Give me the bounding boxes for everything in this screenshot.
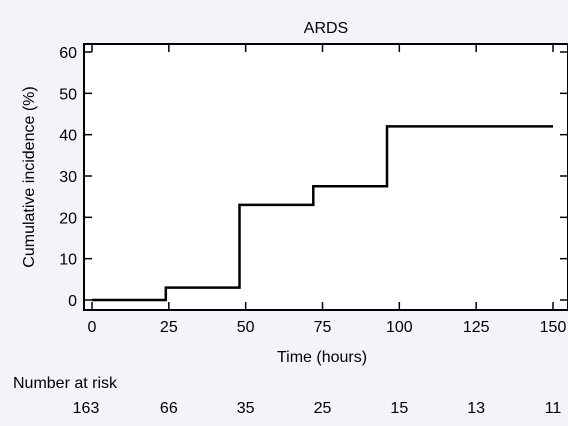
x-tick-label: 75 (314, 319, 332, 336)
risk-count: 11 (545, 400, 562, 417)
axis-ticks: 0 25 50 75 100 125 150 0 10 20 30 40 50 60 (59, 44, 568, 336)
y-tick-label: 40 (59, 128, 77, 145)
x-tick-label: 50 (237, 319, 255, 336)
y-tick-label: 30 (59, 169, 77, 186)
x-tick-label: 25 (160, 319, 178, 336)
y-tick-label: 10 (59, 252, 77, 269)
y-tick-label: 20 (59, 210, 77, 227)
risk-count: 66 (160, 400, 178, 417)
risk-count: 25 (314, 400, 332, 417)
y-tick-label: 0 (68, 293, 77, 310)
chart-title: ARDS (304, 20, 348, 37)
risk-table-label: Number at risk (13, 375, 118, 392)
y-tick-label: 60 (59, 45, 77, 62)
cumulative-incidence-line (92, 125, 553, 302)
risk-count: 35 (237, 400, 255, 417)
y-axis-label: Cumulative incidence (%) (21, 86, 38, 267)
y-tick-label: 50 (59, 86, 77, 103)
x-tick-label: 0 (88, 319, 97, 336)
risk-count: 15 (390, 400, 408, 417)
risk-count: 163 (73, 400, 100, 417)
risk-count: 13 (467, 400, 485, 417)
x-tick-label: 125 (463, 319, 490, 336)
x-tick-label: 150 (540, 319, 567, 336)
x-tick-label: 100 (386, 319, 413, 336)
plot-area (83, 43, 568, 311)
x-axis-label: Time (hours) (277, 349, 367, 366)
risk-table: 163 66 35 25 15 13 11 (73, 400, 562, 417)
